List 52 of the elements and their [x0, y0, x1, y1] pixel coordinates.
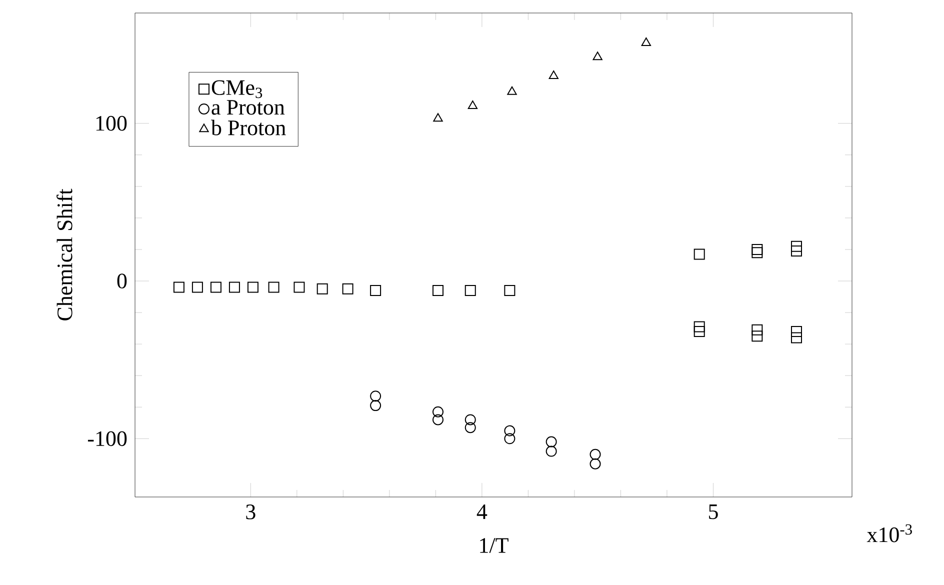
x-tick-label: 3 — [246, 504, 256, 520]
point — [546, 436, 557, 448]
point — [342, 283, 354, 294]
x-tick-label: 5 — [709, 504, 718, 520]
point — [370, 390, 382, 402]
point — [504, 425, 516, 436]
point — [432, 406, 444, 418]
point — [752, 324, 763, 336]
point — [464, 414, 476, 426]
point — [752, 330, 763, 342]
point — [504, 433, 516, 444]
point — [790, 332, 802, 344]
point — [268, 282, 280, 293]
point — [468, 100, 478, 110]
point — [694, 321, 705, 332]
point — [548, 70, 558, 80]
point — [173, 282, 184, 293]
point — [247, 282, 258, 293]
point — [790, 240, 802, 252]
x-axis-title: 1/T — [480, 538, 508, 553]
legend-label: b Proton — [210, 120, 286, 136]
point — [192, 282, 203, 293]
point — [464, 284, 476, 296]
y-tick-label: 0 — [117, 274, 127, 288]
y-tick-label: 100 — [96, 116, 127, 131]
point — [433, 113, 443, 122]
point — [464, 422, 476, 434]
point — [210, 282, 222, 293]
point — [590, 458, 601, 470]
y-tick-label: -100 — [88, 431, 127, 446]
legend-label: CMe$_{3}$ — [212, 80, 262, 98]
point — [432, 414, 444, 426]
point — [752, 244, 763, 255]
point — [370, 284, 382, 296]
point — [641, 37, 651, 46]
point — [228, 282, 240, 293]
point — [546, 446, 557, 457]
legend-label: a Proton — [212, 100, 285, 115]
point — [694, 248, 705, 260]
point — [316, 283, 328, 294]
point — [504, 284, 516, 296]
point — [592, 52, 602, 60]
x-tick-label: 4 — [476, 504, 488, 519]
point — [590, 448, 601, 460]
point — [752, 247, 763, 258]
point — [294, 282, 305, 293]
point — [432, 284, 444, 296]
point — [370, 400, 382, 412]
point — [507, 86, 517, 95]
text: x10$^{-3}$ — [866, 524, 912, 542]
y-axis-title: Chemical Shift — [56, 188, 72, 320]
point — [694, 326, 705, 337]
